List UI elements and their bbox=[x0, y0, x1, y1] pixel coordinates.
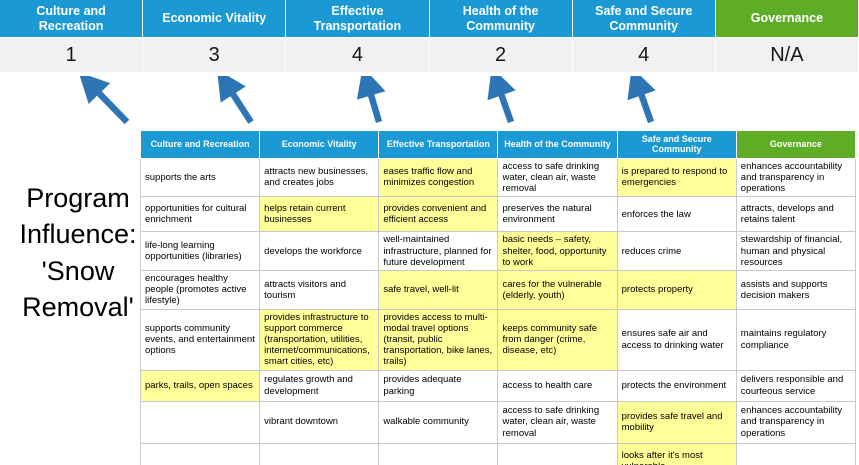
matrix-header-row: Culture and Recreation Economic Vitality… bbox=[139, 130, 857, 159]
matrix-cell: eases traffic flow and minimizes congest… bbox=[378, 157, 499, 198]
arrow-up-icon bbox=[216, 76, 254, 124]
matrix-cell: protects property bbox=[616, 269, 737, 310]
matrix-cell: provides infrastructure to support comme… bbox=[259, 308, 380, 371]
matrix-cell: attracts visitors and tourism bbox=[259, 269, 380, 310]
score-safety: 4 bbox=[572, 38, 716, 72]
score-economic: 3 bbox=[143, 38, 287, 72]
summary-header-safety: Safe and Secure Community bbox=[572, 0, 716, 37]
matrix-cell: vibrant downtown bbox=[259, 400, 380, 444]
matrix-cell: cares for the vulnerable (elderly, youth… bbox=[497, 269, 618, 310]
matrix-cell bbox=[139, 400, 261, 444]
matrix-cell: enforces the law bbox=[616, 196, 737, 233]
matrix-cell: provides safe travel and mobility bbox=[616, 400, 737, 444]
summary-header-transportation: Effective Transportation bbox=[286, 0, 430, 37]
matrix-cell: preserves the natural environment bbox=[497, 196, 618, 233]
matrix-body: supports the arts attracts new businesses… bbox=[139, 157, 857, 465]
matrix-cell: safe travel, well-lit bbox=[378, 269, 499, 310]
summary-header-economic: Economic Vitality bbox=[143, 0, 287, 37]
matrix-cell: access to health care bbox=[497, 369, 618, 402]
matrix-cell: provides convenient and efficient access bbox=[378, 196, 499, 233]
influence-matrix: Culture and Recreation Economic Vitality… bbox=[139, 130, 857, 465]
score-culture: 1 bbox=[0, 38, 144, 72]
matrix-cell: life-long learning opportunities (librar… bbox=[139, 231, 261, 271]
score-health: 2 bbox=[429, 38, 573, 72]
matrix-cell: basic needs – safety, shelter, food, opp… bbox=[497, 231, 618, 271]
arrow-up-icon bbox=[487, 76, 516, 124]
matrix-cell: attracts, develops and retains talent bbox=[735, 196, 857, 233]
table-row: life-long learning opportunities (librar… bbox=[139, 231, 857, 271]
score-transportation: 4 bbox=[286, 38, 430, 72]
matrix-cell bbox=[139, 442, 261, 465]
summary-header-culture: Culture and Recreation bbox=[0, 0, 144, 37]
matrix-cell: well-maintained infrastructure, planned … bbox=[378, 231, 499, 271]
table-row: encourages healthy people (promotes acti… bbox=[139, 269, 857, 310]
arrow-up-icon bbox=[627, 76, 656, 124]
matrix-cell: assists and supports decision makers bbox=[735, 269, 857, 310]
matrix-cell: supports the arts bbox=[139, 157, 261, 198]
matrix-cell: parks, trails, open spaces bbox=[139, 369, 261, 402]
matrix-cell: ensures safe air and access to drinking … bbox=[616, 308, 737, 371]
matrix-cell: is prepared to respond to emergencies bbox=[616, 157, 737, 198]
matrix-cell: develops the workforce bbox=[259, 231, 380, 271]
matrix-cell bbox=[497, 442, 618, 465]
matrix-cell bbox=[378, 442, 499, 465]
matrix-cell: access to safe drinking water, clean air… bbox=[497, 157, 618, 198]
summary-score-row: 1 3 4 2 4 N/A bbox=[0, 38, 859, 72]
score-governance: N/A bbox=[715, 38, 859, 72]
summary-header-row: Culture and Recreation Economic Vitality… bbox=[0, 0, 859, 37]
matrix-cell: keeps community safe from danger (crime,… bbox=[497, 308, 618, 371]
page-title: Program Influence: 'Snow Removal' bbox=[19, 183, 137, 323]
matrix-cell: maintains regulatory compliance bbox=[735, 308, 857, 371]
matrix-header-economic: Economic Vitality bbox=[259, 130, 380, 159]
table-row: parks, trails, open spaces regulates grow… bbox=[139, 369, 857, 402]
matrix-cell: delivers responsible and courteous servi… bbox=[735, 369, 857, 402]
table-row: vibrant downtown walkable community access… bbox=[139, 400, 857, 444]
matrix-cell: reduces crime bbox=[616, 231, 737, 271]
matrix-cell: provides adequate parking bbox=[378, 369, 499, 402]
matrix-cell: encourages healthy people (promotes acti… bbox=[139, 269, 261, 310]
matrix-cell: enhances accountability and transparency… bbox=[735, 157, 857, 198]
matrix-cell: enhances accountability and transparency… bbox=[735, 400, 857, 444]
matrix-header-culture: Culture and Recreation bbox=[139, 130, 261, 159]
matrix-cell: access to safe drinking water, clean air… bbox=[497, 400, 618, 444]
summary-header-health: Health of the Community bbox=[429, 0, 573, 37]
summary-header-governance: Governance bbox=[715, 0, 859, 37]
matrix-cell: attracts new businesses, and creates job… bbox=[259, 157, 380, 198]
matrix-header-health: Health of the Community bbox=[497, 130, 618, 159]
matrix-cell: helps retain current businesses bbox=[259, 196, 380, 233]
table-row: opportunities for cultural enrichment hel… bbox=[139, 196, 857, 233]
matrix-header-governance: Governance bbox=[735, 130, 857, 159]
matrix-header-safety: Safe and Secure Community bbox=[616, 130, 737, 159]
matrix-cell bbox=[735, 442, 857, 465]
matrix-cell: protects the environment bbox=[616, 369, 737, 402]
table-row: supports community events, and entertain… bbox=[139, 308, 857, 371]
table-row: looks after it's most vulnerable bbox=[139, 442, 857, 465]
matrix-cell: regulates growth and development bbox=[259, 369, 380, 402]
arrow-up-icon bbox=[78, 76, 130, 125]
matrix-cell: opportunities for cultural enrichment bbox=[139, 196, 261, 233]
table-row: supports the arts attracts new businesses… bbox=[139, 157, 857, 198]
matrix-cell: supports community events, and entertain… bbox=[139, 308, 261, 371]
arrow-up-icon bbox=[356, 76, 386, 123]
matrix-cell: stewardship of financial, human and phys… bbox=[735, 231, 857, 271]
matrix-cell: walkable community bbox=[378, 400, 499, 444]
arrows-group bbox=[78, 76, 656, 125]
matrix-cell: provides access to multi-modal travel op… bbox=[378, 308, 499, 371]
matrix-header-transportation: Effective Transportation bbox=[378, 130, 499, 159]
matrix-cell bbox=[259, 442, 380, 465]
matrix-cell: looks after it's most vulnerable bbox=[616, 442, 737, 465]
